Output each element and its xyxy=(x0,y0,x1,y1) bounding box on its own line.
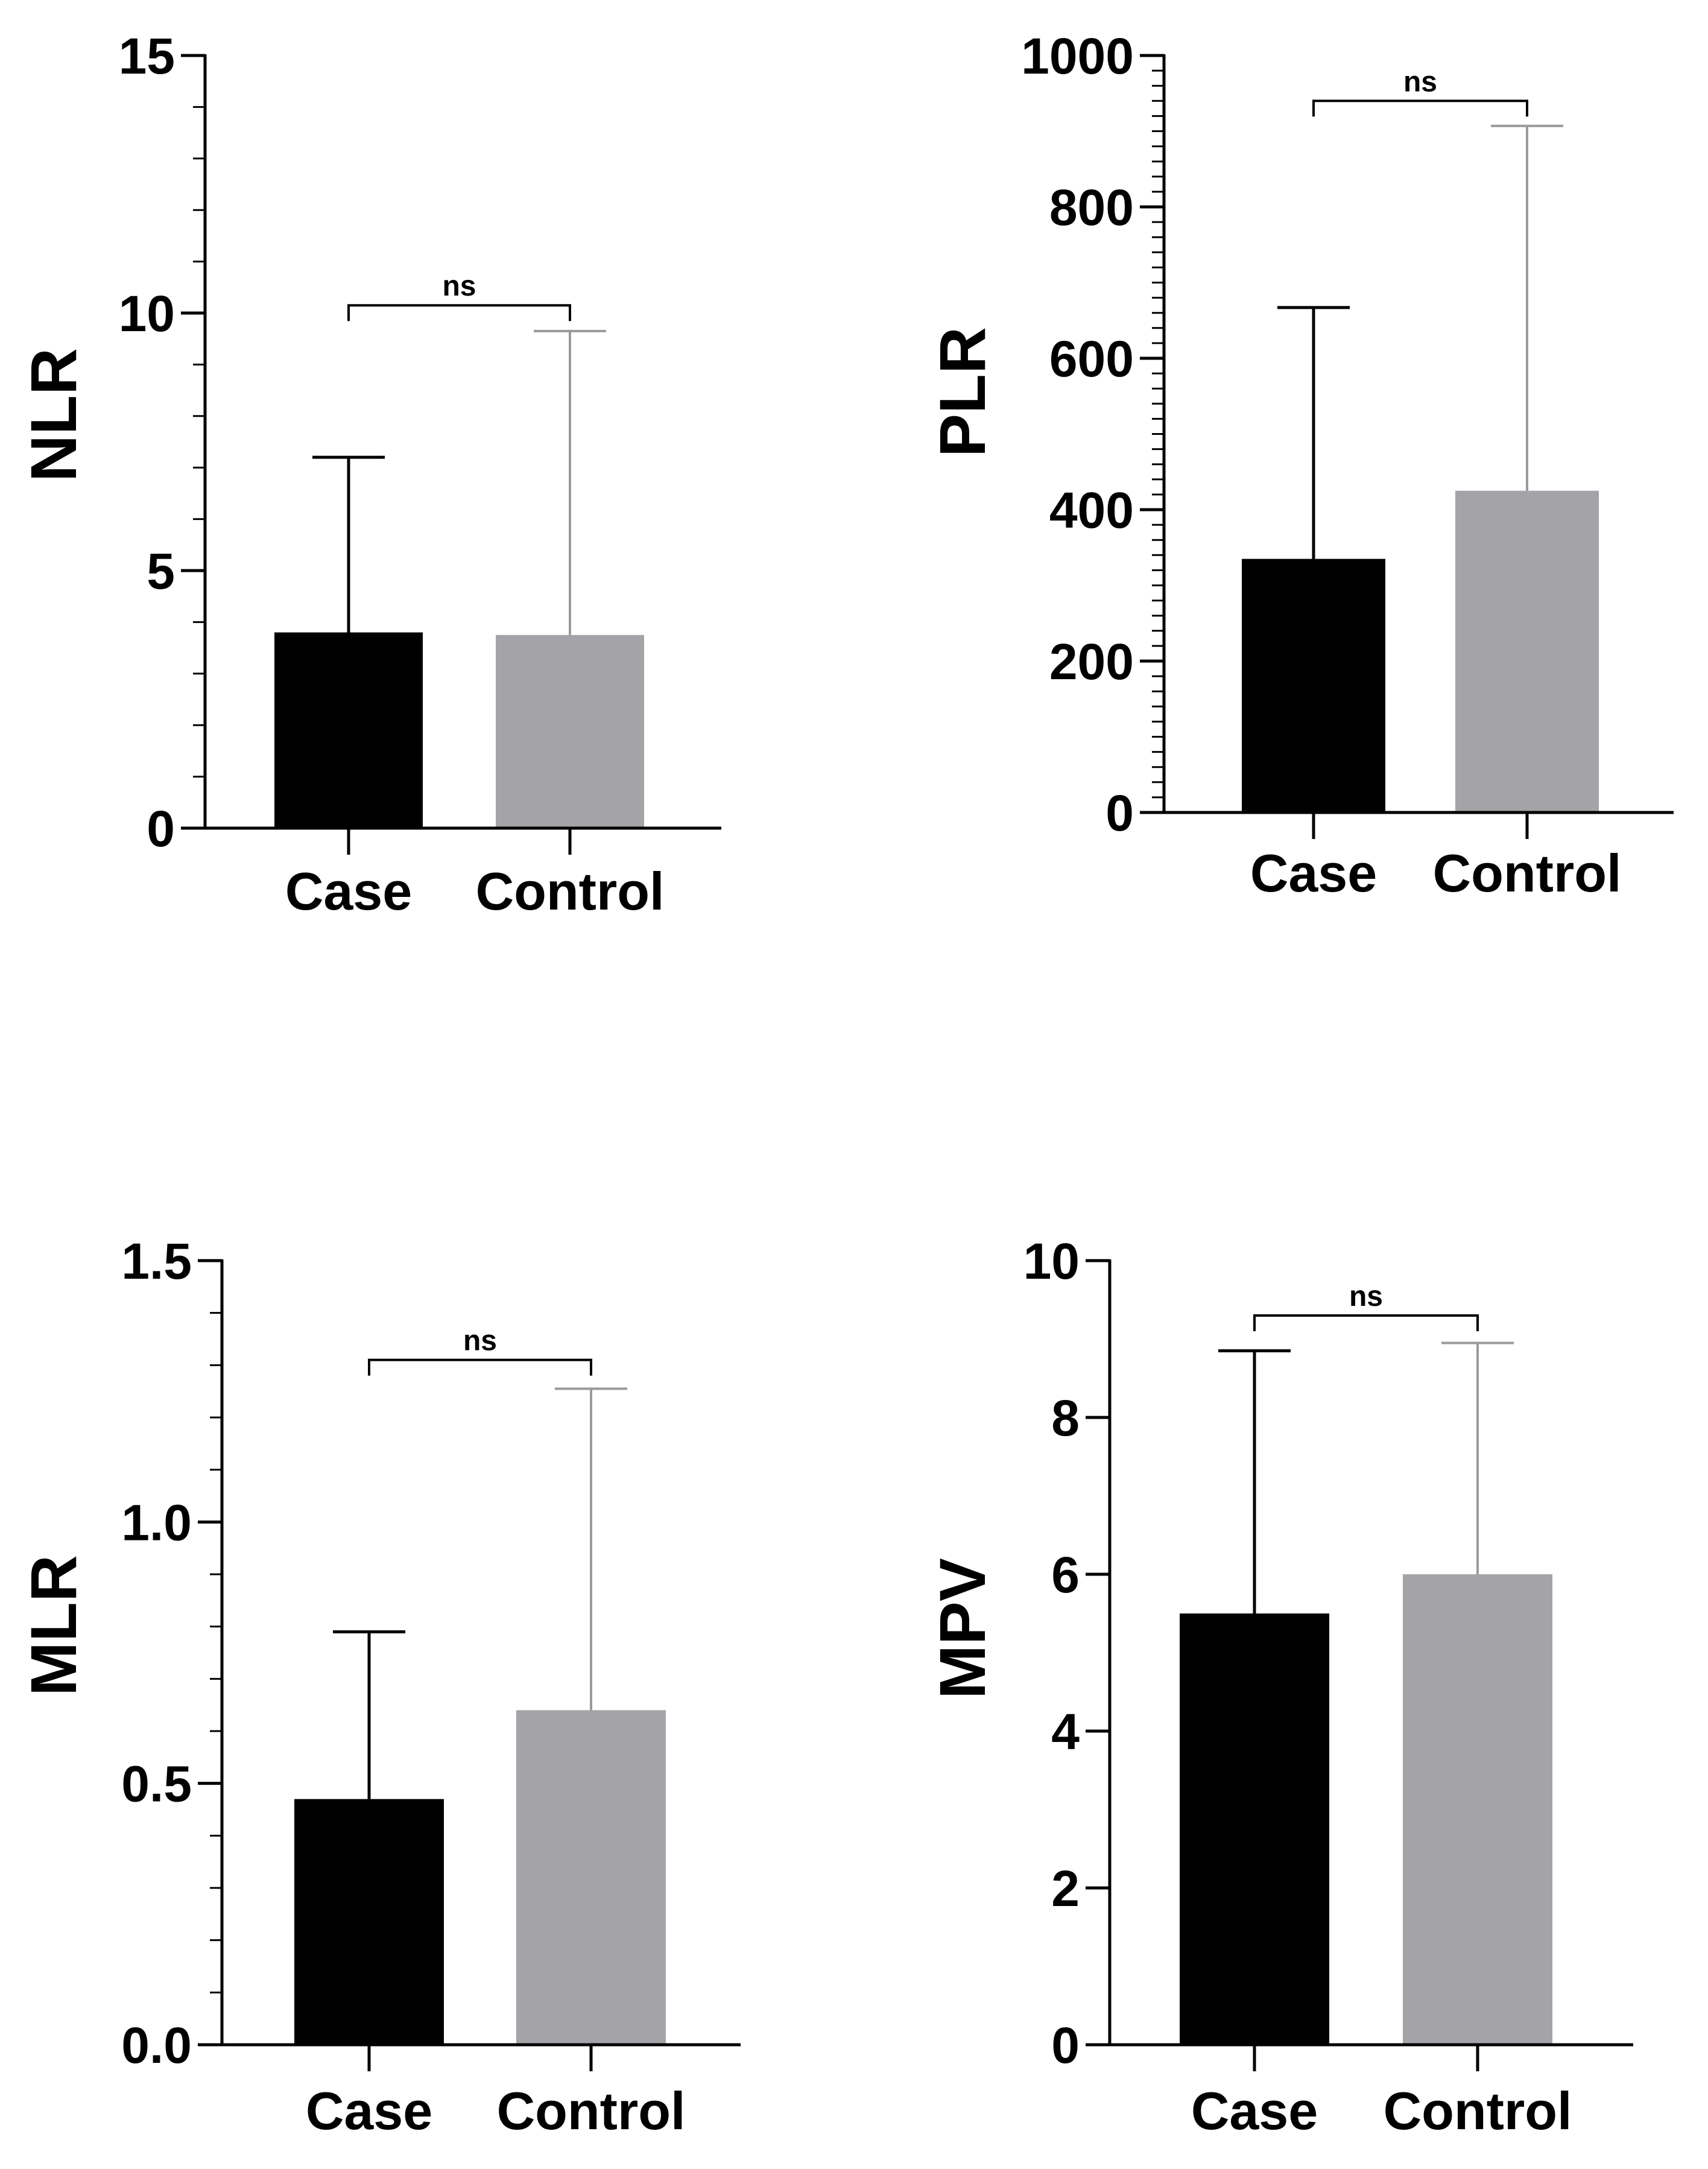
significance-label: ns xyxy=(442,270,476,302)
category-label-control: Control xyxy=(476,861,665,921)
bar-control xyxy=(496,635,644,828)
y-tick-label: 0 xyxy=(147,800,175,857)
y-tick-label: 400 xyxy=(1049,482,1134,539)
significance-label: ns xyxy=(463,1325,497,1357)
significance-bracket xyxy=(1312,100,1528,117)
y-tick-label: 1000 xyxy=(1021,28,1134,84)
category-label-control: Control xyxy=(1433,843,1622,903)
panel-top-left: Case Control 0 5 10 15 NLR ns xyxy=(17,28,721,921)
significance-bracket xyxy=(1253,1314,1479,1331)
y-tick-label: 15 xyxy=(119,28,175,84)
panel-top-right: Case Control 0 200 400 600 800 1000 PLR ns xyxy=(926,28,1674,903)
bar-case xyxy=(274,632,423,828)
significance-bracket xyxy=(347,304,571,321)
y-axis-label: PLR xyxy=(926,327,999,457)
category-label-case: Case xyxy=(1191,2081,1318,2141)
y-axis-label: MPV xyxy=(926,1558,999,1699)
bar-case xyxy=(1180,1613,1329,2045)
significance-label: ns xyxy=(1403,66,1437,98)
y-tick-label: 2 xyxy=(1051,1860,1080,1917)
y-tick-label: 0 xyxy=(1105,785,1134,841)
y-tick-label: 5 xyxy=(147,543,175,600)
bar-case xyxy=(1242,559,1385,812)
bar-case xyxy=(294,1799,444,2045)
bar-control xyxy=(1455,490,1599,812)
y-tick-label: 1.5 xyxy=(121,1233,192,1290)
y-tick-label: 6 xyxy=(1051,1547,1080,1603)
y-tick-label: 0.5 xyxy=(121,1756,192,1813)
significance-label: ns xyxy=(1349,1281,1383,1312)
y-tick-label: 200 xyxy=(1049,633,1134,690)
bar-control xyxy=(516,1710,666,2045)
y-tick-label: 0.0 xyxy=(121,2017,192,2074)
significance-bracket xyxy=(368,1358,592,1376)
category-label-case: Case xyxy=(1250,843,1377,903)
panel-bottom-left: Case Control 0.0 0.5 1.0 1.5 MLR ns xyxy=(17,1233,741,2141)
category-label-case: Case xyxy=(306,2081,432,2141)
y-tick-label: 10 xyxy=(119,285,175,342)
y-tick-label: 1.0 xyxy=(121,1494,192,1551)
y-axis-label: MLR xyxy=(17,1555,90,1696)
y-tick-label: 800 xyxy=(1049,179,1134,236)
category-label-case: Case xyxy=(285,861,412,921)
y-tick-label: 600 xyxy=(1049,331,1134,387)
panel-bottom-right: Case Control 0 2 4 6 8 10 MPV ns xyxy=(926,1233,1633,2141)
y-tick-label: 8 xyxy=(1051,1390,1080,1446)
y-tick-label: 10 xyxy=(1023,1233,1080,1290)
category-label-control: Control xyxy=(497,2081,686,2141)
bar-control xyxy=(1403,1574,1552,2045)
y-axis-label: NLR xyxy=(17,348,90,482)
y-tick-label: 4 xyxy=(1051,1703,1080,1760)
category-label-control: Control xyxy=(1384,2081,1572,2141)
y-tick-label: 0 xyxy=(1051,2017,1080,2074)
